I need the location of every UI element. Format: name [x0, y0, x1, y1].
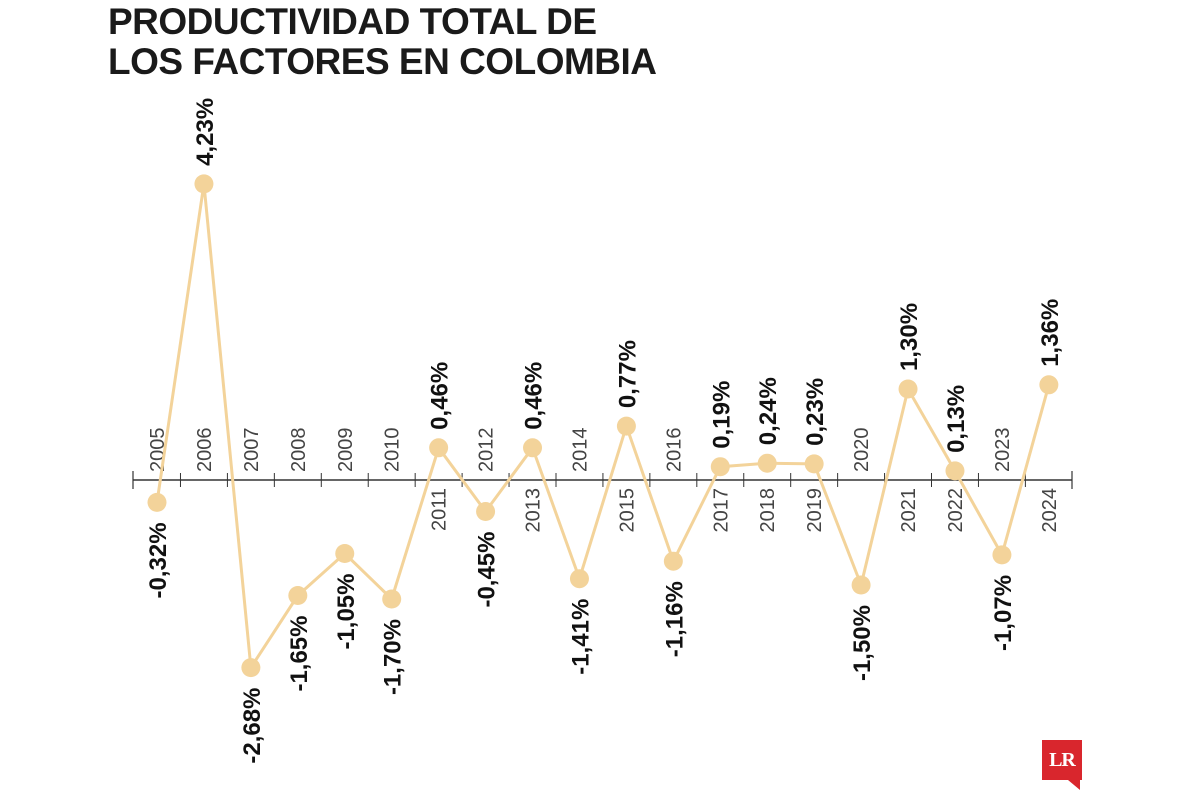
data-point: [241, 658, 261, 678]
x-tick-label: 2007: [241, 428, 263, 473]
data-label: 0,23%: [802, 378, 829, 446]
data-point: [335, 544, 355, 563]
lr-logo-text: LR: [1049, 748, 1076, 771]
data-point: [710, 457, 730, 477]
x-tick-label: 2022: [945, 488, 967, 533]
lr-logo-tail: [1068, 780, 1080, 790]
data-point: [757, 453, 777, 473]
x-tick-label: 2009: [335, 428, 357, 473]
data-point: [288, 586, 308, 605]
data-label: -1,50%: [849, 605, 876, 681]
x-tick-label: 2006: [194, 428, 216, 473]
data-label: -0,45%: [474, 532, 501, 608]
data-point: [804, 454, 824, 474]
data-label: 0,19%: [708, 381, 735, 449]
data-point: [194, 174, 214, 194]
data-point: [429, 438, 449, 458]
x-tick-label: 2011: [429, 488, 451, 531]
data-point: [476, 502, 496, 521]
x-tick-label: 2023: [992, 428, 1014, 472]
data-point: [1039, 375, 1059, 395]
data-point: [569, 569, 589, 589]
data-label: 0,24%: [755, 377, 782, 445]
data-label: -2,68%: [239, 688, 266, 764]
series-line: [155, 182, 1051, 670]
data-label: 0,46%: [427, 362, 454, 430]
x-tick-label: 2015: [616, 488, 638, 533]
data-point: [898, 379, 918, 399]
data-point: [945, 461, 965, 481]
chart-title: PRODUCTIVIDAD TOTAL DE LOS FACTORES EN C…: [108, 2, 657, 82]
x-tick-label: 2017: [710, 488, 732, 533]
data-label: -1,07%: [990, 575, 1017, 651]
data-point: [147, 492, 167, 512]
data-label: -1,65%: [286, 616, 313, 692]
x-tick-label: 2012: [476, 428, 498, 472]
data-label: 0,77%: [614, 340, 641, 408]
data-point: [523, 438, 543, 458]
lr-logo: LR: [1042, 740, 1082, 780]
data-point: [851, 575, 871, 595]
data-label: -1,70%: [380, 619, 407, 695]
data-label: 1,30%: [896, 303, 923, 371]
x-tick-label: 2024: [1039, 488, 1061, 533]
x-tick-label: 2016: [663, 428, 685, 473]
x-tick-label: 2013: [523, 488, 545, 533]
data-label: -1,41%: [567, 599, 594, 675]
chart-title-line-1: PRODUCTIVIDAD TOTAL DE: [108, 1, 597, 42]
data-point: [992, 545, 1012, 565]
x-tick-label: 2010: [382, 428, 404, 473]
x-tick-label: 2018: [757, 488, 779, 533]
x-tick-label: 2014: [569, 428, 591, 473]
data-label: 0,13%: [943, 385, 970, 453]
data-point: [616, 416, 636, 436]
data-label: 0,46%: [521, 362, 548, 430]
data-point: [382, 589, 402, 609]
data-point: [663, 551, 683, 571]
x-tick-label: 2008: [288, 428, 310, 473]
data-label: -0,32%: [145, 522, 172, 598]
x-tick-label: 2020: [851, 428, 873, 473]
chart-title-line-2: LOS FACTORES EN COLOMBIA: [108, 41, 657, 82]
data-label: 4,23%: [192, 98, 219, 166]
x-tick-label: 2021: [898, 488, 920, 533]
data-label: -1,16%: [661, 581, 688, 657]
x-tick-label: 2019: [804, 488, 826, 533]
data-label: 1,36%: [1037, 299, 1064, 367]
data-label: -1,05%: [333, 574, 360, 650]
